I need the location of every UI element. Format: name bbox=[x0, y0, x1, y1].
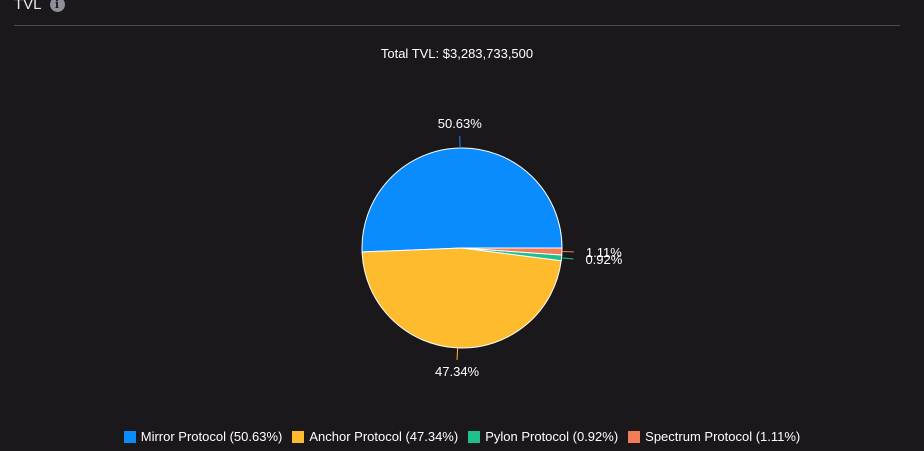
legend-label: Pylon Protocol (0.92%) bbox=[485, 429, 619, 444]
header-divider bbox=[14, 25, 900, 26]
chart-legend: Mirror Protocol (50.63%) Anchor Protocol … bbox=[0, 429, 924, 444]
legend-swatch bbox=[292, 430, 305, 443]
slice-label-pylon-protocol: 0.92% bbox=[585, 252, 622, 267]
legend-label: Mirror Protocol (50.63%) bbox=[140, 429, 283, 444]
leader-line bbox=[561, 257, 574, 260]
legend-swatch bbox=[123, 430, 136, 443]
legend-swatch bbox=[628, 430, 641, 443]
slice-label-mirror-protocol: 50.63% bbox=[438, 116, 483, 131]
chart-title: Total TVL: $3,283,733,500 bbox=[381, 46, 533, 61]
chart-header: TVL i bbox=[14, 0, 65, 13]
pie-slice-mirror-protocol[interactable] bbox=[361, 147, 563, 253]
legend-item-spectrum-protocol[interactable]: Spectrum Protocol (1.11%) bbox=[628, 429, 800, 444]
slice-label-spectrum-protocol: 1.11% bbox=[586, 245, 622, 260]
info-icon[interactable]: i bbox=[49, 0, 65, 12]
leader-line bbox=[456, 347, 459, 360]
legend-label: Spectrum Protocol (1.11%) bbox=[645, 429, 801, 444]
legend-item-mirror-protocol[interactable]: Mirror Protocol (50.63%) bbox=[123, 429, 283, 444]
chart-header-title: TVL bbox=[14, 0, 42, 13]
legend-label: Anchor Protocol (47.34%) bbox=[309, 429, 459, 444]
legend-item-anchor-protocol[interactable]: Anchor Protocol (47.34%) bbox=[292, 429, 458, 444]
slice-label-anchor-protocol: 47.34% bbox=[435, 364, 480, 379]
legend-item-pylon-protocol[interactable]: Pylon Protocol (0.92%) bbox=[468, 429, 618, 444]
pie-slice-anchor-protocol[interactable] bbox=[361, 247, 562, 349]
legend-swatch bbox=[468, 430, 481, 443]
